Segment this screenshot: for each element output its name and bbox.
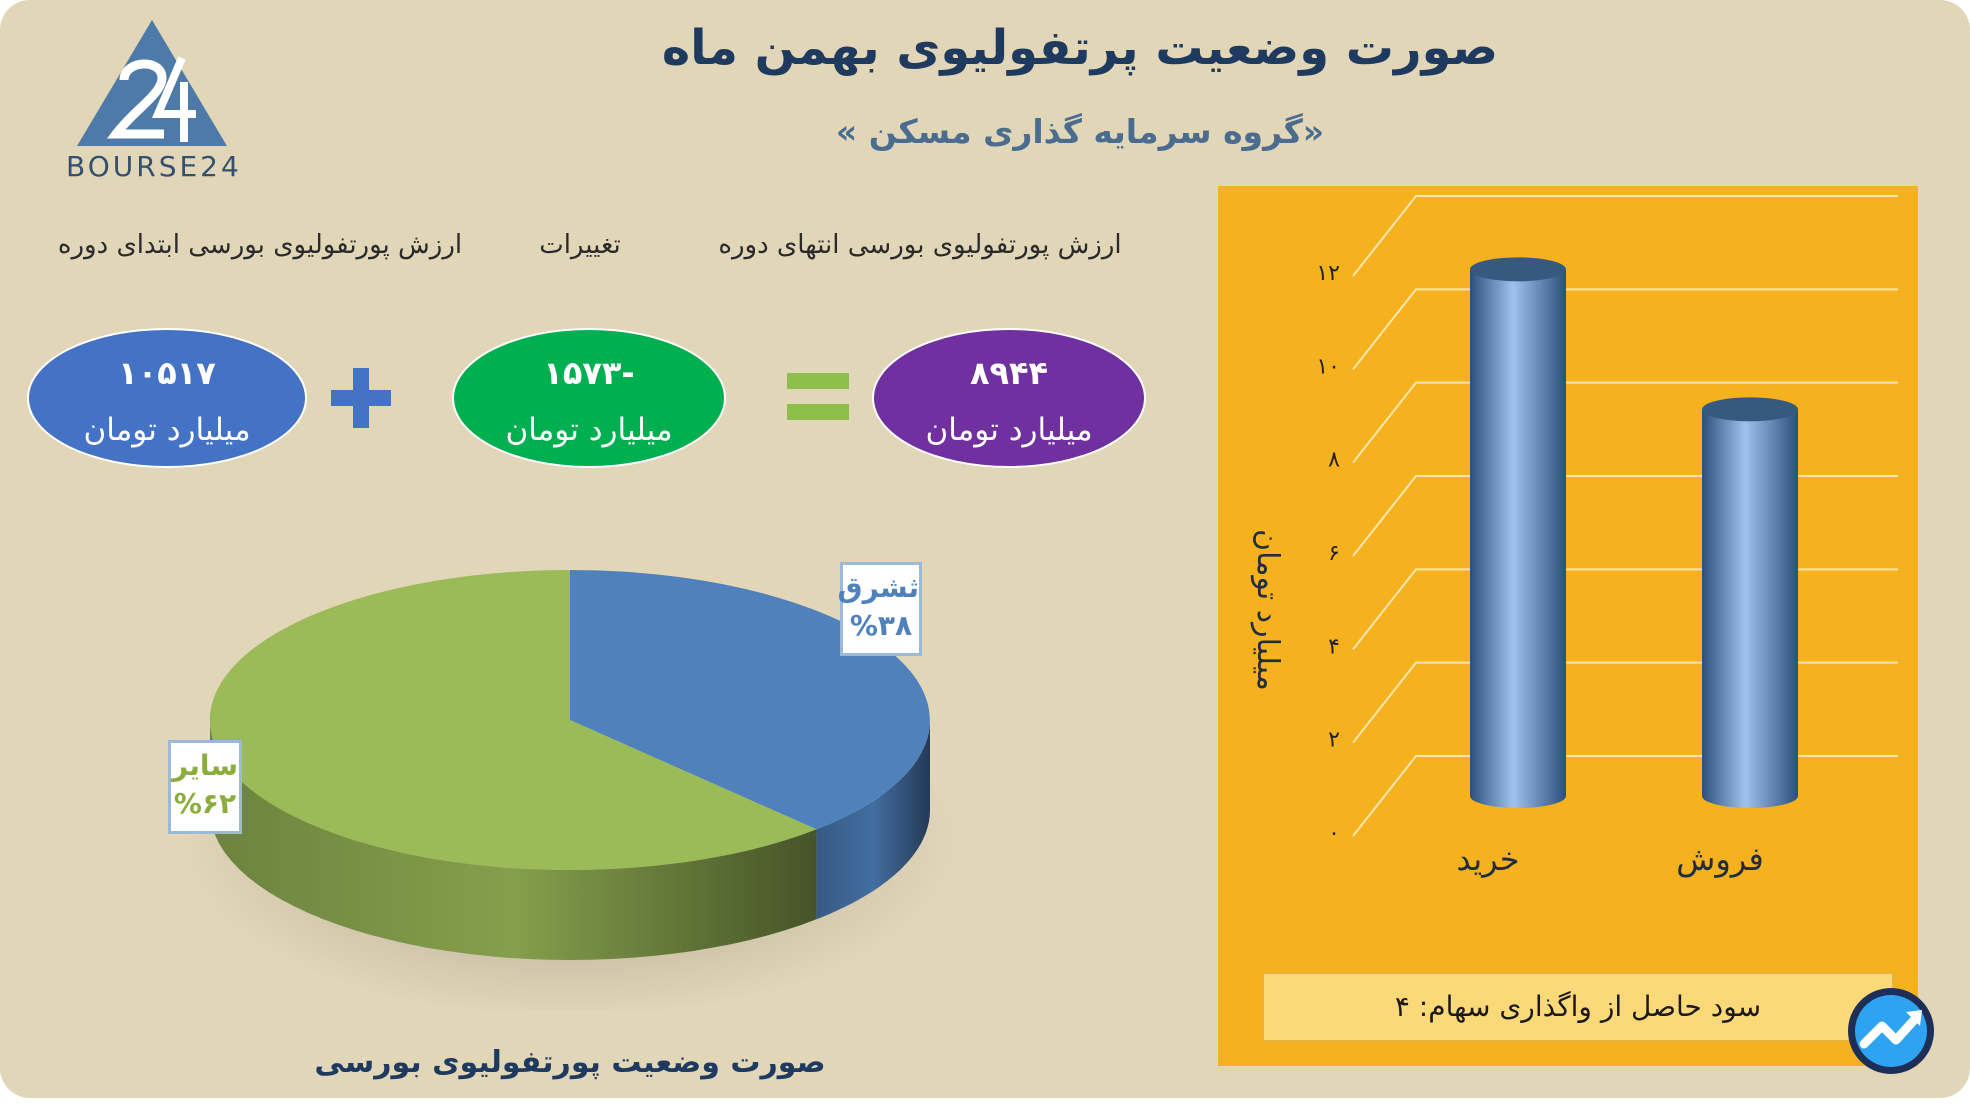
start-value-label: ارزش پورتفولیوی بورسی ابتدای دوره xyxy=(57,230,463,260)
x-category-label: فروش xyxy=(1676,840,1763,878)
y-tick-label: ۱۰ xyxy=(1316,354,1340,379)
y-tick-label: ۸ xyxy=(1328,448,1340,473)
grid-line xyxy=(1352,381,1898,464)
pie-slice-side-0 xyxy=(816,720,930,920)
page-subtitle: «گروه سرمایه گذاری مسکن » xyxy=(835,112,1325,151)
pie-label-sharq: ثشرق %۳۸ xyxy=(837,562,922,656)
grid-line xyxy=(1352,288,1898,370)
change-label: تغییرات xyxy=(539,230,621,260)
change-value: -۱۵۷۳ xyxy=(543,354,635,392)
x-category-label: خرید xyxy=(1456,840,1519,878)
pie-label-sharq-name: ثشرق xyxy=(837,571,919,604)
pie-label-other-percent: %۶۲ xyxy=(173,787,237,820)
y-tick-label: ۶ xyxy=(1328,541,1340,566)
grid-line xyxy=(1352,568,1898,650)
page-title: صورت وضعیت پرتفولیوی بهمن ماه xyxy=(661,20,1499,76)
end-value: ۸۹۴۴ xyxy=(969,354,1049,392)
profit-note: سود حاصل از واگذاری سهام: ۴ xyxy=(1263,973,1893,1041)
grid-line xyxy=(1352,475,1898,557)
end-value-label: ارزش پورتفولیوی بورسی انتهای دوره xyxy=(718,230,1122,260)
equals-icon xyxy=(787,373,849,389)
pie-caption: صورت وضعیت پورتفولیوی بورسی xyxy=(314,1045,826,1080)
bar-cap-0 xyxy=(1470,257,1566,282)
change-oval: -۱۵۷۳ میلیارد تومان xyxy=(452,328,726,468)
plus-icon-bar xyxy=(353,368,369,428)
y-tick-label: ۴ xyxy=(1328,634,1340,659)
pie-chart xyxy=(180,569,960,1010)
bar-0 xyxy=(1470,269,1566,808)
y-tick-label: ۲ xyxy=(1328,728,1340,753)
trend-badge-icon xyxy=(1848,988,1934,1074)
pie-slice-1 xyxy=(209,569,817,870)
pie-slice-side-1 xyxy=(210,720,817,960)
pie-label-sharq-percent: %۳۸ xyxy=(849,609,913,642)
end-value-unit: میلیارد تومان xyxy=(925,412,1093,448)
pie-label-other: سایر %۶۲ xyxy=(168,740,242,834)
change-unit: میلیارد تومان xyxy=(505,412,673,448)
y-tick-label: ۰ xyxy=(1328,821,1340,846)
equals-icon-bar xyxy=(787,404,849,420)
bourse24-logo-icon xyxy=(77,20,227,146)
y-axis-label: میلیارد تومان xyxy=(1250,529,1285,691)
bar-cap-1 xyxy=(1702,397,1798,422)
pie-label-other-name: سایر xyxy=(172,749,238,782)
grid-line xyxy=(1352,195,1898,277)
pie-slice-0 xyxy=(570,570,930,830)
bar-chart-panel: ۰ ۲ ۴ ۶ ۸ ۱۰ ۱۲ میلیارد تومان خرید فروش سود حاصل … xyxy=(1218,186,1918,1066)
start-value-oval: ۱۰۵۱۷ میلیارد تومان xyxy=(27,328,307,468)
bar-1 xyxy=(1702,409,1798,808)
bar-chart: ۰ ۲ ۴ ۶ ۸ ۱۰ ۱۲ میلیارد تومان خرید فروش xyxy=(1250,195,1898,878)
start-value-unit: میلیارد تومان xyxy=(83,412,251,448)
y-tick-label: ۱۲ xyxy=(1316,261,1340,286)
grid-line xyxy=(1352,661,1898,744)
end-value-oval: ۸۹۴۴ میلیارد تومان xyxy=(872,328,1146,468)
logo-text: BOURSE24 xyxy=(66,150,242,183)
start-value: ۱۰۵۱۷ xyxy=(118,354,216,392)
grid-line xyxy=(1352,755,1898,837)
